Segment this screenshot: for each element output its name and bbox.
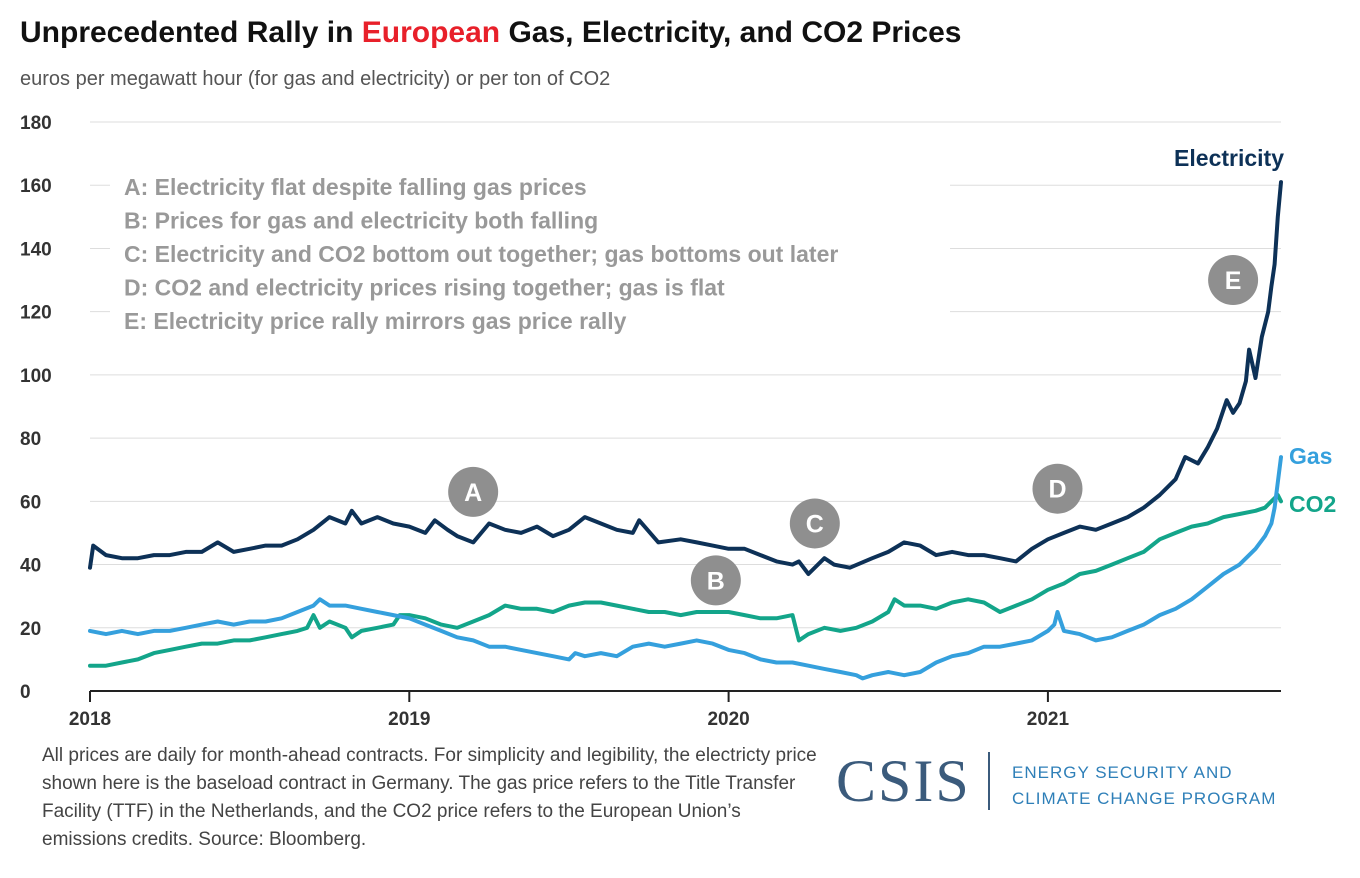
program-line-2: CLIMATE CHANGE PROGRAM [1012,789,1277,808]
annotation-legend-line: E: Electricity price rally mirrors gas p… [124,308,627,334]
series-label-electricity: Electricity [1174,145,1284,171]
y-tick-label: 40 [20,556,41,577]
series-line-co2 [88,493,1283,668]
marker-circle [448,466,499,517]
program-line-1: ENERGY SECURITY AND [1012,763,1233,782]
y-tick-label: 0 [20,682,31,703]
y-tick-label: 160 [20,176,52,197]
marker-label: E [1225,267,1242,295]
marker-label: A [464,479,482,507]
series-label-gas: Gas [1289,443,1332,469]
annotation-marker-c: C [789,498,840,549]
logo-divider [988,752,990,810]
y-tick-label: 100 [20,366,52,387]
chart-subtitle: euros per megawatt hour (for gas and ele… [20,68,611,90]
csis-logo: CSIS [836,748,971,814]
title-part-2: Gas, Electricity, and CO2 Prices [500,16,962,49]
annotation-legend-line: A: Electricity flat despite falling gas … [124,174,587,200]
series-line-electricity [88,180,1283,576]
marker-circle [690,555,741,606]
x-tick-label: 2020 [707,709,749,730]
y-tick-label: 20 [20,619,41,640]
marker-circle [1208,255,1259,306]
x-tick-label: 2018 [69,709,111,730]
annotation-marker-e: E [1208,255,1259,306]
y-tick-label: 80 [20,429,41,450]
annotation-legend-line: B: Prices for gas and electricity both f… [124,208,598,234]
program-name: ENERGY SECURITY AND CLIMATE CHANGE PROGR… [1012,760,1276,812]
title-highlight: European [361,16,501,49]
marker-label: C [806,510,824,538]
marker-label: D [1048,476,1066,504]
y-tick-label: 140 [20,239,52,260]
y-tick-label: 180 [20,113,52,134]
x-tick-label: 2019 [388,709,430,730]
footnote: All prices are daily for month-ahead con… [42,745,817,850]
marker-circle [1032,463,1083,514]
marker-circle [789,498,840,549]
annotation-marker-b: B [690,555,741,606]
chart-title: Unprecedented Rally in European Gas, Ele… [20,16,961,50]
series-line-gas [88,455,1283,681]
title-part-1: Unprecedented Rally in [20,16,362,49]
annotation-legend-line: D: CO2 and electricity prices rising tog… [124,275,725,301]
annotation-marker-a: A [448,466,499,517]
price-chart: 0 20 40 60 80 100 120 140 160 180 2018 2019 2020 2021… [20,113,1336,730]
annotation-legend-box [110,160,950,340]
x-tick-label: 2021 [1027,709,1070,730]
marker-label: B [707,567,725,595]
series-label-co2: CO2 [1289,491,1336,517]
annotation-legend-line: C: Electricity and CO2 bottom out togeth… [124,241,838,267]
y-tick-label: 120 [20,303,52,324]
annotation-marker-d: D [1032,463,1083,514]
y-tick-label: 60 [20,492,41,513]
